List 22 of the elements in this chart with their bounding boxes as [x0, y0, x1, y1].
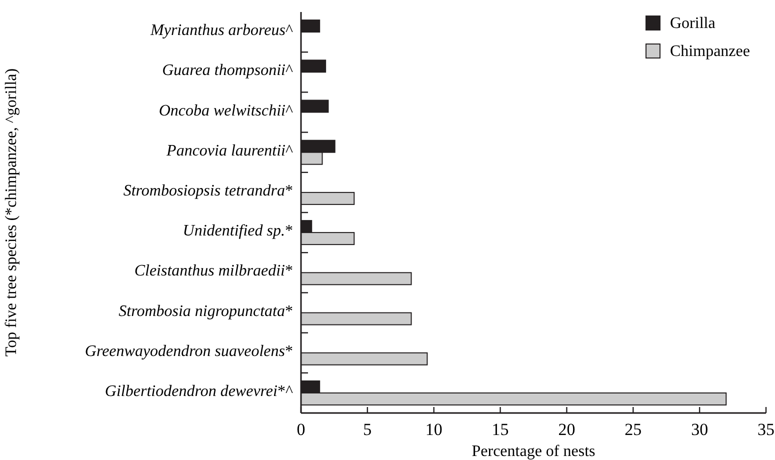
legend-label: Gorilla	[670, 15, 716, 32]
legend-label: Chimpanzee	[670, 43, 750, 60]
y-tick-label: Gilbertiodendron dewevrei*^	[104, 382, 294, 400]
x-tick-label: 35	[758, 420, 774, 439]
x-axis-title: Percentage of nests	[472, 443, 596, 460]
y-tick-label: Cleistanthus milbraedii*	[134, 262, 293, 280]
y-tick-label: Strombosiopsis tetrandra*	[123, 182, 293, 200]
x-tick-label: 0	[296, 420, 306, 439]
y-tick-label: Pancovia laurentii^	[166, 142, 294, 160]
x-tick-label: 25	[624, 420, 642, 439]
x-tick-label: 30	[691, 420, 708, 439]
y-tick-label: Greenwayodendron suaveolens*	[84, 342, 293, 360]
x-tick-label: 15	[492, 420, 509, 439]
x-tick-label: 5	[363, 420, 372, 439]
y-axis-title: Top five tree species (*chimpanzee, ^gorilla)	[3, 68, 20, 357]
y-tick-label: Unidentified sp.*	[182, 222, 293, 240]
y-tick-label: Myrianthus arboreus^	[150, 22, 294, 39]
x-tick-label: 20	[558, 420, 576, 439]
y-tick-label: Strombosia nigropunctata*	[118, 302, 293, 320]
y-tick-label: Oncoba welwitschii^	[158, 102, 294, 119]
y-tick-label: Guarea thompsonii^	[162, 62, 294, 79]
x-tick-label: 10	[425, 420, 442, 439]
